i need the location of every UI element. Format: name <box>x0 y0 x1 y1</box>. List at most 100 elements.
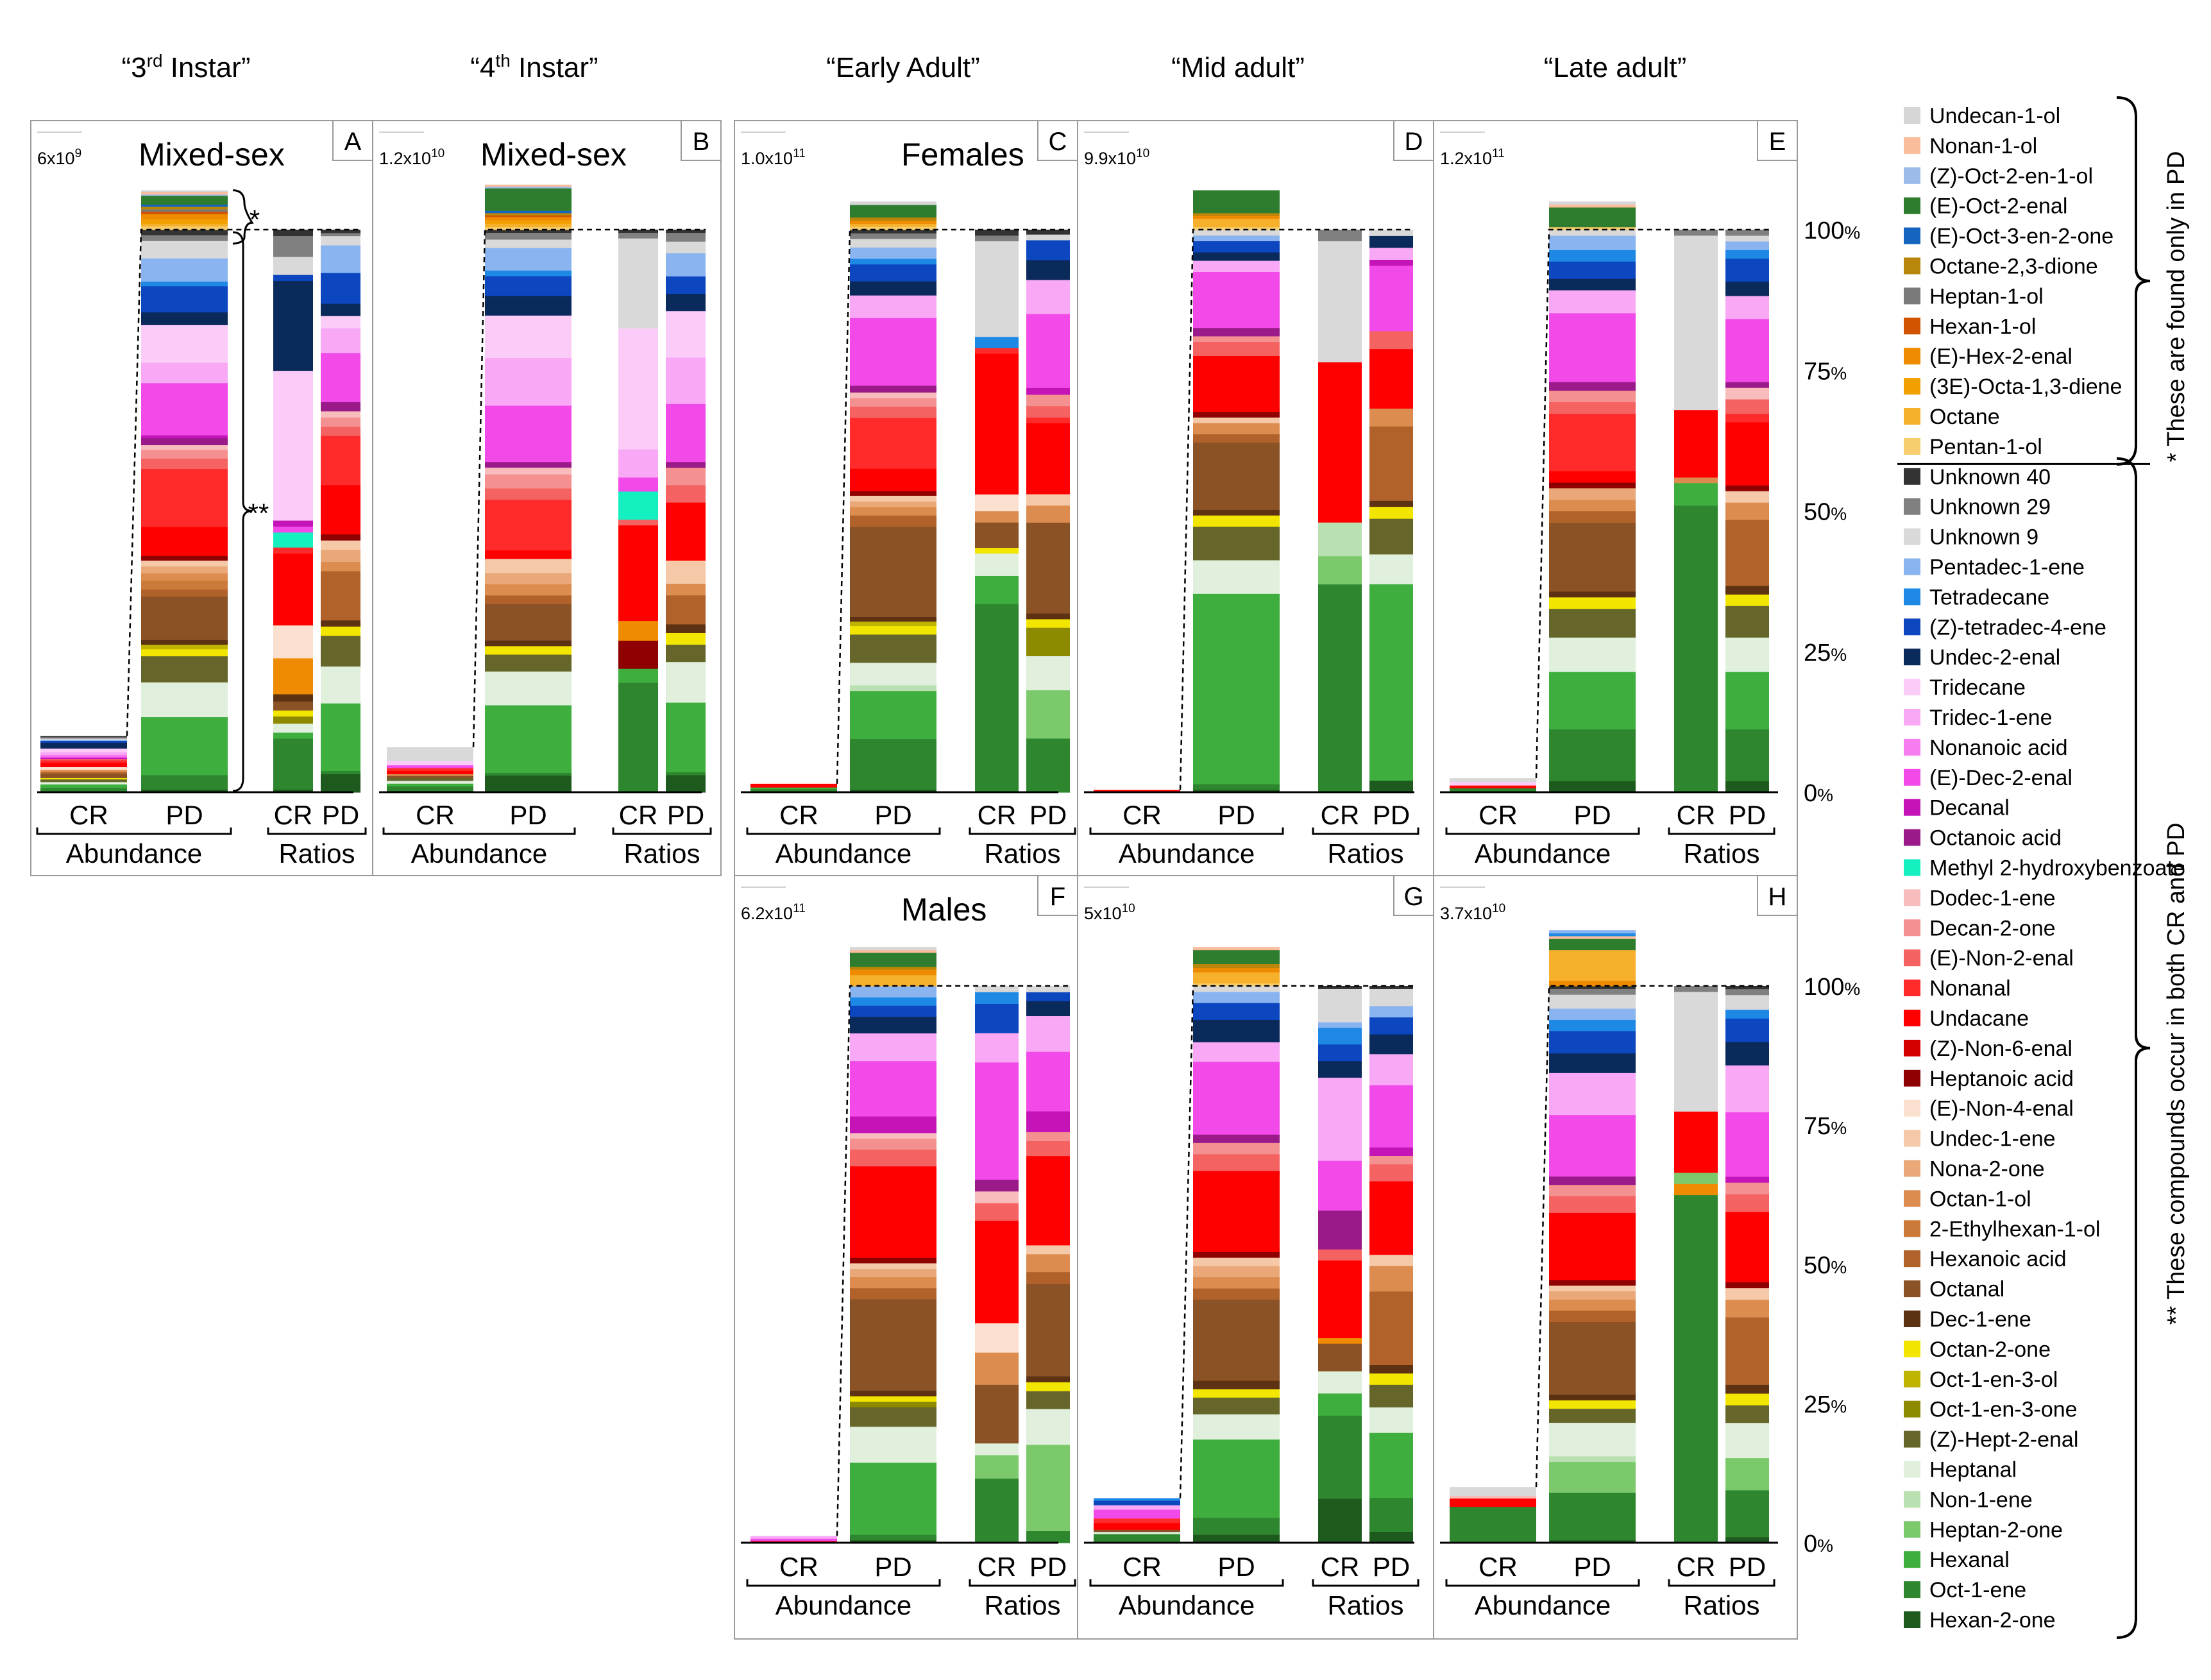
segment-pentan-1-ol <box>850 226 936 230</box>
segment-heptanal <box>975 1443 1019 1455</box>
legend-swatch <box>1904 1400 1920 1418</box>
segment-hexanoic-acid <box>1549 1310 1636 1323</box>
pd-ratio-label: PD <box>322 800 359 830</box>
segment-oct-1-ene <box>1674 505 1718 793</box>
dashed-guide <box>1179 985 1413 1498</box>
segment-hexanal <box>666 702 706 772</box>
segment-octanal <box>975 1384 1019 1444</box>
cr-label: CR <box>1122 800 1162 830</box>
segment-oct-1-ene <box>1193 1517 1280 1535</box>
segment-unknown-40 <box>141 230 228 235</box>
segment-decanal <box>1369 1147 1413 1156</box>
segment-methyl-2-hydroxybenzoate <box>618 491 658 520</box>
segment-unknown-29 <box>1318 230 1362 242</box>
segment-nonanal <box>1026 417 1070 423</box>
segment--z-tetradec-4-ene <box>40 740 127 743</box>
ratios-bracket <box>1312 1579 1419 1587</box>
ratios-label: Ratios <box>1683 1590 1759 1620</box>
legend-swatch <box>1904 1311 1920 1327</box>
segment--e-dec-2-enal <box>1369 1085 1413 1148</box>
segment-octan-2-one <box>1193 1389 1280 1398</box>
legend-swatch <box>1904 408 1920 425</box>
segment-undec-2-enal <box>1725 281 1769 296</box>
legend-swatch <box>1904 287 1920 305</box>
segment--z-tetradec-4-ene <box>1094 1500 1180 1506</box>
legend-swatch <box>1904 799 1920 816</box>
segment-decanal <box>40 758 127 759</box>
dashed-guide <box>126 228 360 736</box>
segment--e-non-2-enal <box>850 406 936 418</box>
segment-hexan-2-one <box>141 789 228 793</box>
segment-hexan-2-one <box>1318 1498 1362 1543</box>
segment-octanal <box>1026 1284 1070 1377</box>
legend-swatch <box>1904 1551 1920 1568</box>
legend-entry: Octane <box>1929 405 2000 429</box>
segment-heptanal <box>850 662 936 686</box>
segment-tridec-1-ene <box>321 328 360 353</box>
segment-dec-1-ene <box>273 693 313 702</box>
segment-pentadec-1-ene <box>40 739 127 741</box>
panel-letter: G <box>1403 883 1423 911</box>
segment--e-dec-2-enal <box>273 526 313 533</box>
segment--z-hept-2-enal <box>1549 608 1636 638</box>
segment-octane <box>1549 949 1636 981</box>
segment-oct-1-ene <box>1318 1415 1362 1499</box>
segment-hexanoic-acid <box>141 589 228 597</box>
segment--z-hept-2-enal <box>1369 1384 1413 1408</box>
segment-oct-1-ene <box>1450 788 1536 793</box>
legend-entry: Methyl 2-hydroxybenzoate <box>1929 856 2185 881</box>
segment--e-non-2-enal <box>666 484 706 503</box>
segment--e-non-2-enal <box>1193 1153 1280 1171</box>
segment-dec-1-ene <box>1549 591 1636 598</box>
segment-hexanal <box>1725 672 1769 730</box>
stage-title: “3rd Instar” <box>122 51 251 83</box>
segment-tridec-1-ene <box>975 1033 1019 1063</box>
segment-hexanoic-acid <box>321 570 360 621</box>
segment-unknown-9 <box>321 235 360 246</box>
pd-ratio-label: PD <box>1029 1552 1067 1582</box>
segment-unknown-40 <box>485 230 572 233</box>
panel-letter-box <box>1757 875 1798 916</box>
segment-unknown-9 <box>1450 1487 1536 1496</box>
segment--z-hept-2-enal <box>321 635 360 667</box>
segment-oct-1-en-3-one <box>850 1401 936 1407</box>
segment-nonanal <box>273 547 313 554</box>
segment-tridec-1-ene <box>485 357 572 406</box>
segment-heptan-2-one <box>1318 556 1362 585</box>
segment--z-tetradec-4-ene <box>273 275 313 281</box>
panel-f: F 6.2x1011 Males CR PD CR PD Abundance Ratios <box>734 875 1078 1640</box>
segment-octanal <box>1193 1299 1280 1381</box>
ratios-label: Ratios <box>278 838 355 869</box>
segment-tetradecane <box>1318 1027 1362 1045</box>
segment-octanal <box>1026 522 1070 614</box>
legend-entry: Octanoic acid <box>1929 826 2062 851</box>
segment--e-hex-2-enal <box>1674 1184 1718 1196</box>
bar-cr-abundance <box>1450 1487 1536 1543</box>
legend-swatch <box>1904 1521 1920 1538</box>
segment--e-hex-2-enal <box>485 216 572 221</box>
segment--e-non-2-enal <box>1193 341 1280 356</box>
segment-unknown-29 <box>321 232 360 237</box>
legend-entry: Tridecane <box>1929 675 2026 700</box>
segment-dec-1-ene <box>321 620 360 627</box>
dashed-guide <box>472 228 706 747</box>
abundance-label: Abundance <box>1119 838 1255 869</box>
segment-unknown-9 <box>40 738 127 740</box>
panel-letter: F <box>1050 883 1065 911</box>
segment-tridec-1-ene <box>750 1536 837 1539</box>
segment-decan-2-one <box>1725 1182 1769 1194</box>
bar-cr-ratio <box>618 230 658 793</box>
segment-tetradecane <box>975 992 1019 1005</box>
segment-undacane <box>321 484 360 535</box>
legend-entry: Tetradecane <box>1929 585 2049 609</box>
pd-label: PD <box>874 800 911 830</box>
bar-pd-only-cap <box>850 947 936 987</box>
segment-octane-2-3-dione <box>1193 212 1280 216</box>
segment-octanal <box>485 603 572 641</box>
segment-heptanal <box>1725 1422 1769 1459</box>
panel-letter: E <box>1769 128 1786 156</box>
segment-unknown-9 <box>1549 230 1636 236</box>
legend-entry: Nona-2-one <box>1929 1157 2045 1182</box>
cr-ratio-label: CR <box>978 1552 1017 1582</box>
segment--e-hex-2-enal <box>141 214 228 220</box>
